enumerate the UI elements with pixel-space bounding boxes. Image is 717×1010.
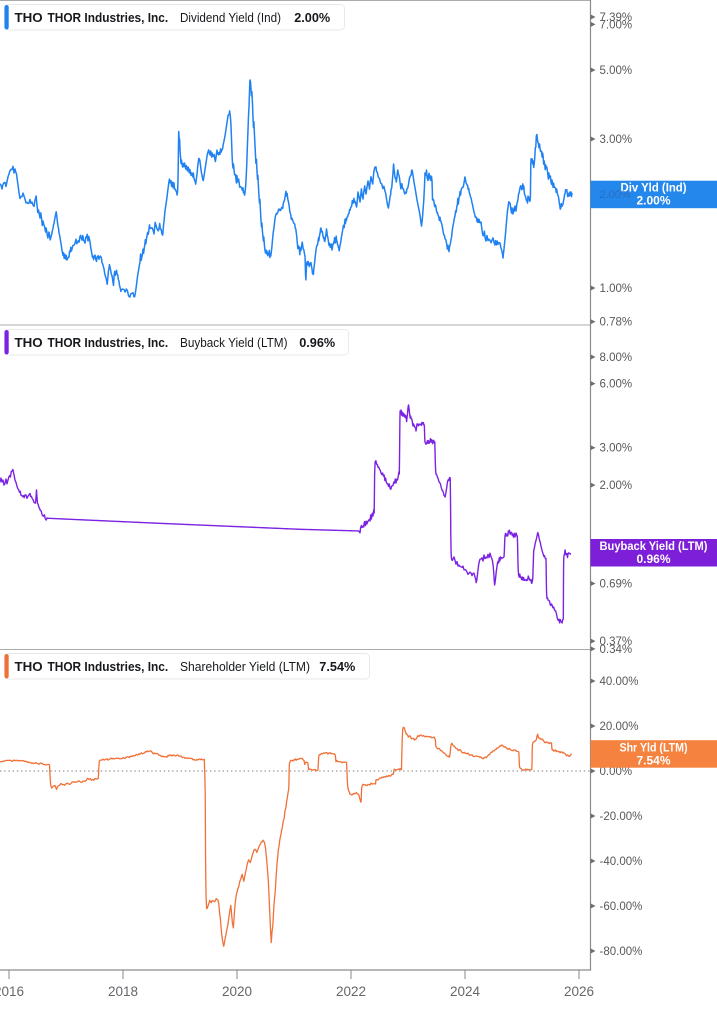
svg-text:7.00%: 7.00%	[600, 19, 633, 31]
svg-text:3.00%: 3.00%	[600, 443, 633, 455]
svg-text:THO: THO	[15, 10, 43, 25]
svg-text:40.00%: 40.00%	[600, 676, 639, 688]
svg-text:Dividend Yield (Ind): Dividend Yield (Ind)	[180, 10, 281, 25]
svg-text:5.00%: 5.00%	[600, 65, 633, 77]
svg-text:THOR Industries, Inc.: THOR Industries, Inc.	[48, 659, 169, 674]
svg-text:Buyback Yield (LTM): Buyback Yield (LTM)	[600, 539, 708, 553]
svg-text:2.00%: 2.00%	[637, 194, 671, 208]
svg-text:6.00%: 6.00%	[600, 379, 633, 391]
svg-text:2022: 2022	[336, 984, 366, 999]
svg-text:2026: 2026	[564, 984, 594, 999]
svg-text:THOR Industries, Inc.: THOR Industries, Inc.	[48, 335, 169, 350]
svg-text:Shareholder Yield (LTM): Shareholder Yield (LTM)	[180, 659, 310, 674]
svg-text:THOR Industries, Inc.: THOR Industries, Inc.	[48, 10, 169, 25]
svg-text:Shr Yld (LTM): Shr Yld (LTM)	[620, 740, 688, 754]
svg-text:2.00%: 2.00%	[600, 480, 633, 492]
svg-text:-60.00%: -60.00%	[600, 901, 643, 913]
svg-text:2.00%: 2.00%	[294, 10, 330, 25]
svg-text:Buyback Yield (LTM): Buyback Yield (LTM)	[180, 335, 288, 350]
svg-text:2024: 2024	[450, 984, 481, 999]
svg-text:7.54%: 7.54%	[637, 753, 671, 767]
svg-text:2016: 2016	[0, 984, 24, 999]
svg-text:0.34%: 0.34%	[600, 644, 633, 656]
svg-text:2020: 2020	[222, 984, 252, 999]
svg-text:20.00%: 20.00%	[600, 721, 639, 733]
svg-text:THO: THO	[15, 335, 43, 350]
svg-text:3.00%: 3.00%	[600, 134, 633, 146]
svg-text:0.96%: 0.96%	[299, 335, 335, 350]
svg-text:-20.00%: -20.00%	[600, 811, 643, 823]
svg-text:8.00%: 8.00%	[600, 352, 633, 364]
svg-text:1.00%: 1.00%	[600, 283, 633, 295]
svg-text:7.54%: 7.54%	[319, 659, 355, 674]
svg-text:0.69%: 0.69%	[600, 578, 633, 590]
svg-text:-80.00%: -80.00%	[600, 946, 643, 958]
svg-text:2018: 2018	[108, 984, 138, 999]
svg-text:2.00%: 2.00%	[600, 189, 631, 201]
svg-text:THO: THO	[15, 659, 43, 674]
svg-text:-40.00%: -40.00%	[600, 856, 643, 868]
svg-text:0.78%: 0.78%	[600, 317, 633, 329]
svg-text:0.96%: 0.96%	[637, 552, 671, 566]
